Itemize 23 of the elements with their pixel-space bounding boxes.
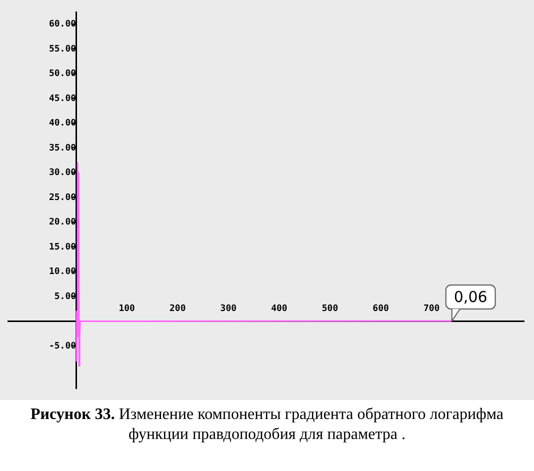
- y-tick-label: 15.00: [48, 242, 76, 252]
- x-tick-label: 300: [220, 304, 237, 314]
- y-tick-label: 45.00: [48, 94, 76, 104]
- x-tick-label: 600: [372, 304, 389, 314]
- x-tick-label: 400: [271, 304, 288, 314]
- y-tick-label: 40.00: [48, 118, 76, 129]
- x-tick-label: 100: [118, 304, 135, 314]
- y-tick-label: 35.00: [48, 143, 76, 154]
- y-tick-label: 50.00: [48, 69, 76, 80]
- text: Рисунок 33.: [30, 406, 115, 423]
- y-tick-label: 55.00: [48, 44, 76, 54]
- y-tick-label: 10.00: [48, 267, 76, 278]
- y-tick-label: 20.00: [48, 218, 76, 228]
- y-tick-label: 30.00: [48, 168, 76, 178]
- x-tick-label: 200: [169, 304, 186, 314]
- y-tick-label: -5.00: [48, 341, 76, 352]
- y-tick-label: 60.00: [48, 20, 76, 30]
- y-tick-label: 5.00: [54, 292, 76, 302]
- text: Изменение компоненты градиента обратного логарифма функции правдоподобия для параметра .: [118, 406, 504, 443]
- y-tick-label: 25.00: [48, 192, 76, 203]
- annotation: 0,06: [454, 288, 488, 306]
- x-tick-label: 700: [423, 304, 440, 314]
- x-tick-label: 500: [322, 304, 338, 314]
